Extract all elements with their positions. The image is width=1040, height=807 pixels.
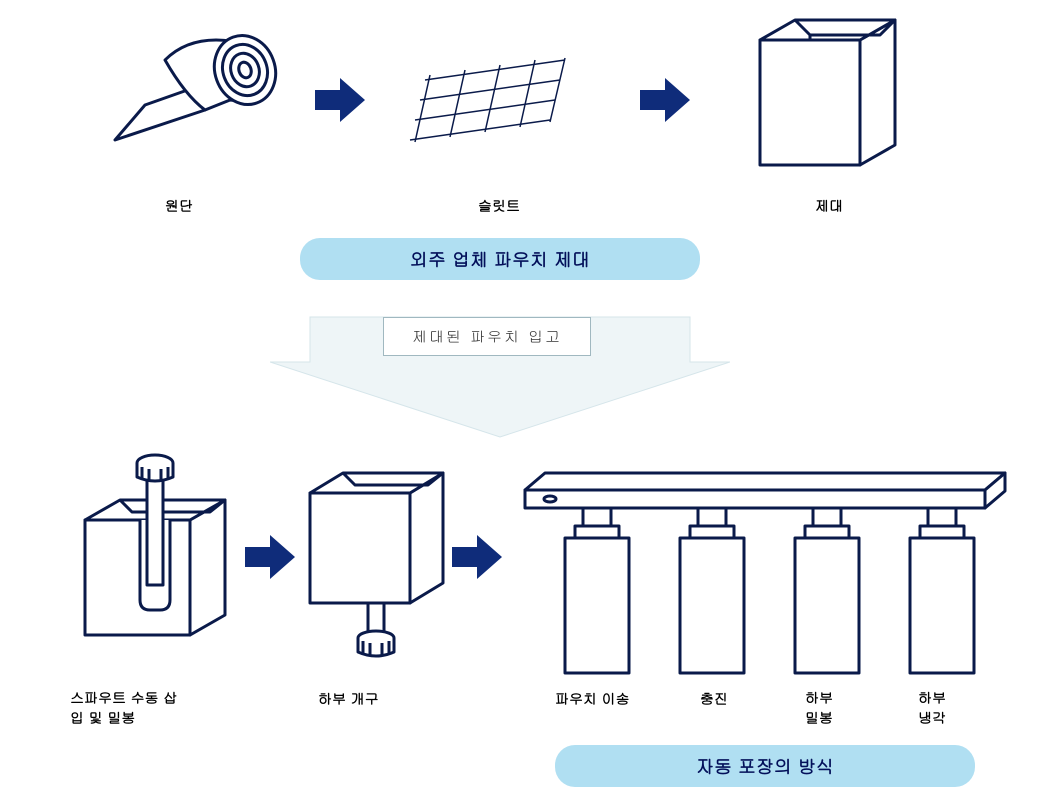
label-spout-insert-l1: 스파우트 수동 삽 — [70, 687, 177, 707]
stage-roll — [95, 10, 295, 180]
label-pouch: 제대 — [815, 195, 843, 215]
pill-outsourcing: 외주 업체 파우치 제대 — [300, 238, 700, 280]
arrow-icon — [640, 78, 690, 127]
arrow-icon — [315, 78, 365, 127]
pill-auto-packaging: 자동 포장의 방식 — [555, 745, 975, 787]
stage-rail — [520, 468, 1020, 683]
label-spout-insert: 스파우트 수동 삽 입 및 밀봉 — [70, 688, 177, 727]
pill1-text: 외주 업체 파우치 제대 — [410, 247, 590, 272]
arrow-icon — [452, 535, 502, 584]
label-bottom-open: 하부 개구 — [318, 688, 379, 708]
label-rail2: 충진 — [700, 688, 728, 708]
label-rail3: 하부 밀봉 — [805, 688, 833, 727]
banner-received: 제대된 파우치 입고 — [383, 317, 591, 356]
label-spout-insert-l2: 입 및 밀봉 — [70, 707, 135, 727]
stage-slit — [400, 50, 600, 165]
label-rail4-l1: 하부 — [918, 687, 946, 707]
pill2-text: 자동 포장의 방식 — [696, 754, 834, 779]
label-rail4: 하부 냉각 — [918, 688, 946, 727]
big-arrow-down — [270, 292, 730, 447]
label-rail3-l1: 하부 — [805, 687, 833, 707]
stage-spout-top — [70, 445, 250, 660]
label-slit: 슬릿트 — [478, 195, 520, 215]
stage-spout-bottom — [298, 448, 468, 683]
label-rail3-l2: 밀봉 — [805, 707, 833, 727]
label-roll: 원단 — [165, 195, 193, 215]
banner-text: 제대된 파우치 입고 — [412, 326, 562, 347]
arrow-icon — [245, 535, 295, 584]
label-rail1: 파우치 이송 — [555, 688, 630, 708]
label-rail4-l2: 냉각 — [918, 707, 946, 727]
stage-pouch — [740, 5, 920, 190]
